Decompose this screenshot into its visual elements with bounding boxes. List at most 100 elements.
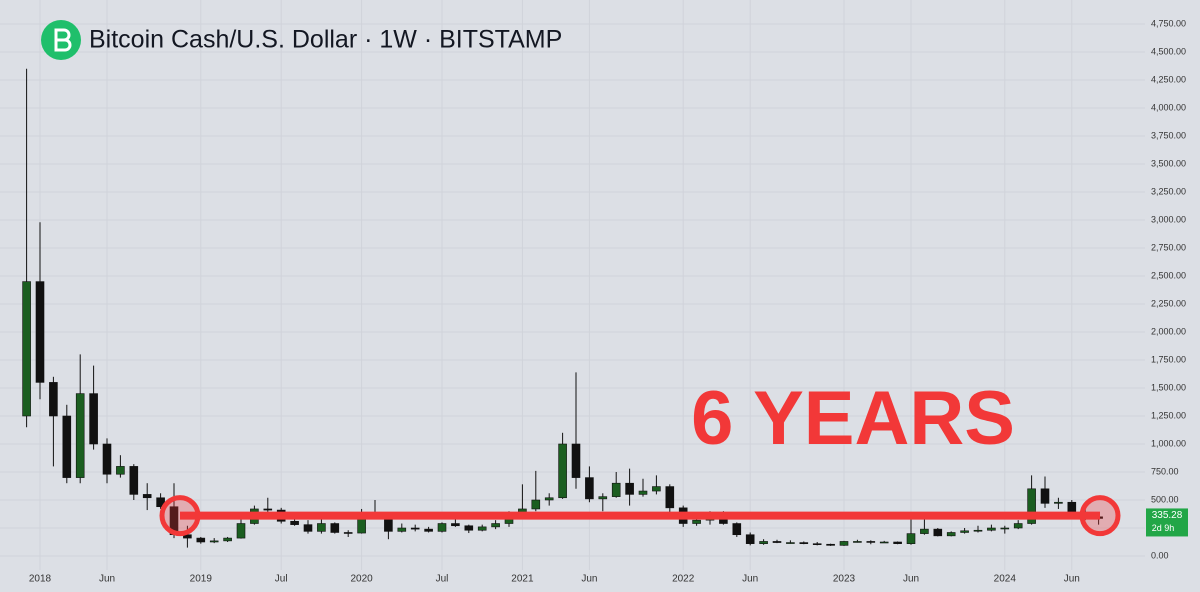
candle-body [1054, 501, 1063, 504]
y-tick-label: 500.00 [1151, 494, 1179, 504]
y-tick-label: 1,000.00 [1151, 438, 1186, 448]
candle-body [638, 490, 648, 495]
candle-body [116, 466, 125, 475]
candle-body [303, 524, 313, 532]
candle-body [1000, 527, 1010, 530]
candle-body [531, 499, 541, 510]
candle-body [853, 541, 862, 543]
candle-body [866, 541, 876, 543]
y-tick-label: 4,500.00 [1151, 46, 1186, 56]
grid: 0.00250.00500.00750.001,000.001,250.001,… [0, 0, 1186, 585]
candle-body [102, 443, 112, 475]
y-tick-label: 3,750.00 [1151, 130, 1186, 140]
candle-body [585, 477, 594, 500]
overlay: 6 YEARS 335.28 2d 9h [159, 376, 1188, 537]
candle-body [893, 541, 902, 544]
candle-body [89, 393, 98, 445]
candle-body [652, 486, 661, 492]
candle-body [799, 542, 809, 544]
candle-body [62, 415, 72, 478]
candle-body [35, 281, 45, 383]
candle-body [236, 523, 246, 539]
candle-body [611, 482, 621, 497]
candle-body [920, 528, 929, 534]
y-tick-label: 750.00 [1151, 466, 1179, 476]
candle-body [973, 529, 983, 532]
candle-body [625, 482, 634, 495]
x-tick-label: 2024 [994, 574, 1017, 585]
x-tick-label: 2021 [511, 574, 534, 585]
highlight-circle [1079, 495, 1121, 537]
candle-body [49, 382, 58, 417]
candle-body [317, 523, 326, 532]
candle-body [598, 496, 608, 500]
candle-body [759, 541, 768, 544]
price-tag-label: 335.28 [1152, 510, 1183, 521]
candle-body [571, 443, 581, 478]
candle-body [223, 537, 232, 542]
candle-body [987, 527, 996, 531]
candle-body [464, 525, 474, 531]
x-tick-label: Jun [99, 574, 115, 585]
candle-body [22, 281, 31, 417]
y-tick-label: 1,500.00 [1151, 382, 1186, 392]
candle-body [410, 527, 420, 530]
y-tick-label: 2,250.00 [1151, 298, 1186, 308]
x-tick-label: Jun [1064, 574, 1080, 585]
candle-body [933, 528, 943, 537]
candle-body [263, 508, 273, 511]
logo-glyph [54, 28, 72, 52]
candle-body [397, 527, 407, 532]
candle-body [558, 443, 567, 499]
x-tick-label: 2019 [190, 574, 213, 585]
y-tick-label: 1,750.00 [1151, 354, 1186, 364]
x-tick-label: 2023 [833, 574, 856, 585]
candle-body [1013, 523, 1023, 529]
candle-body [424, 528, 433, 532]
candle-body [732, 523, 742, 536]
candle-body [75, 393, 85, 478]
candle-body [826, 543, 835, 546]
x-tick-label: Jul [436, 574, 449, 585]
candle-body [491, 523, 500, 528]
candle-body [451, 523, 460, 527]
candle-body [786, 542, 795, 544]
candle-body [196, 537, 206, 543]
x-tick-label: 2018 [29, 574, 52, 585]
candle-body [879, 541, 889, 544]
y-tick-label: 3,250.00 [1151, 186, 1186, 196]
candle-body [142, 494, 152, 499]
chart-title: Bitcoin Cash/U.S. Dollar · 1W · BITSTAMP [89, 26, 562, 54]
candle-body [209, 540, 219, 543]
candle-body [477, 526, 487, 531]
y-tick-label: 3,500.00 [1151, 158, 1186, 168]
candle-body [330, 523, 340, 533]
annotation: 6 YEARS [691, 376, 1015, 461]
y-tick-label: 4,000.00 [1151, 102, 1186, 112]
candle-body [1027, 488, 1036, 524]
y-tick-label: 2,500.00 [1151, 270, 1186, 280]
y-tick-label: 0.00 [1151, 550, 1169, 560]
candle-body [343, 532, 353, 534]
candle-body [960, 530, 969, 533]
y-tick-label: 3,000.00 [1151, 214, 1186, 224]
candle-body [906, 533, 916, 544]
x-tick-label: Jul [275, 574, 288, 585]
candle-body [839, 541, 849, 546]
candle-body [544, 497, 554, 501]
price-tag [1146, 508, 1188, 537]
highlight-circle [159, 495, 201, 537]
x-tick-label: Jun [581, 574, 597, 585]
x-tick-label: 2022 [672, 574, 695, 585]
candle-body [745, 534, 755, 544]
candle-body [772, 541, 782, 543]
y-tick-label: 2,000.00 [1151, 326, 1186, 336]
candle-body [384, 518, 393, 532]
candle-body [437, 523, 447, 532]
countdown: 2d 9h [1152, 523, 1175, 533]
y-tick-label: 4,250.00 [1151, 74, 1186, 84]
x-tick-label: Jun [742, 574, 758, 585]
candle-body [1040, 488, 1050, 504]
